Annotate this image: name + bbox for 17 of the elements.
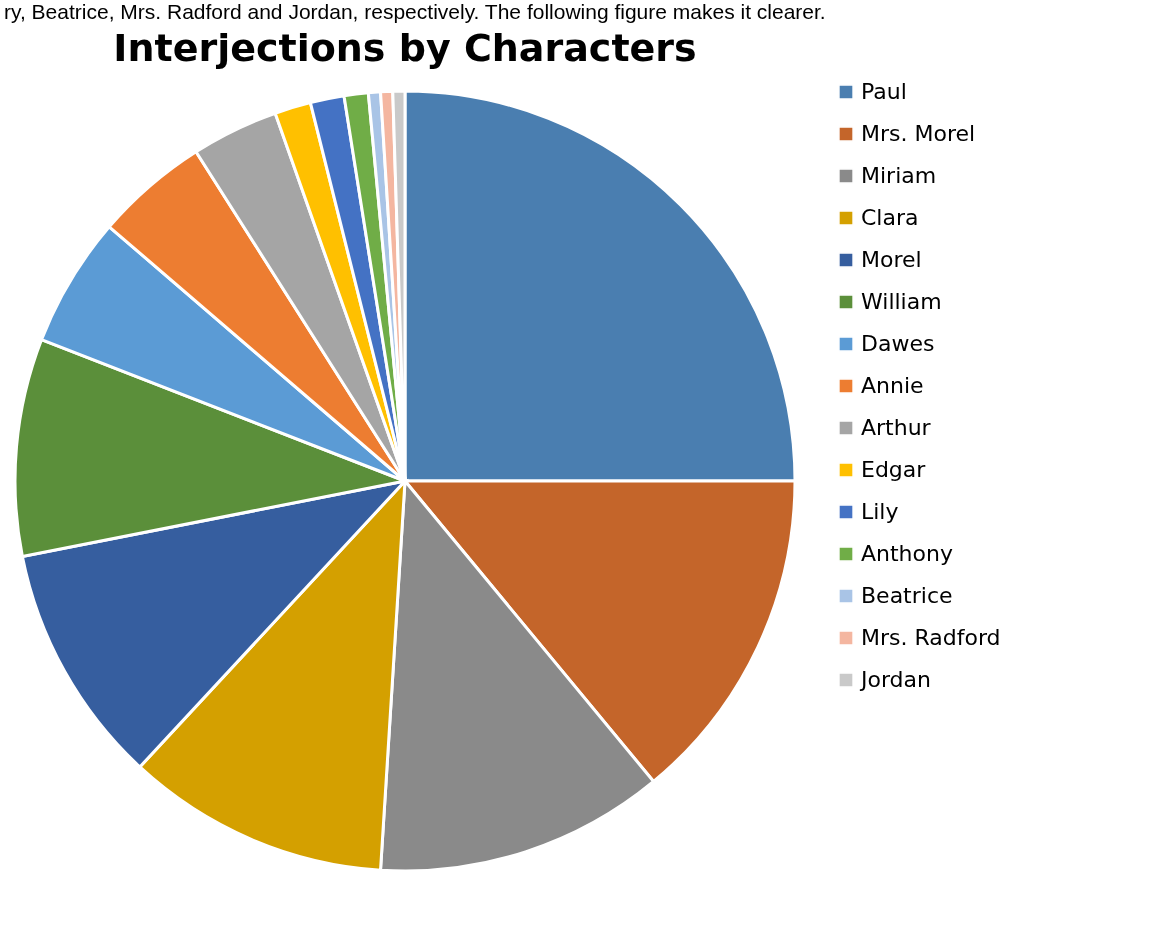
legend-label: Dawes (861, 331, 935, 356)
legend-label: Miriam (861, 163, 937, 188)
legend-label: William (861, 289, 942, 314)
legend-label: Mrs. Morel (861, 121, 976, 146)
legend-label: Paul (861, 79, 907, 104)
legend-label: Jordan (859, 667, 931, 692)
legend-label: Mrs. Radford (861, 625, 1001, 650)
legend-label: Lily (861, 499, 899, 524)
chart-title: Interjections by Characters (113, 26, 697, 70)
legend-label: Annie (861, 373, 924, 398)
text: ry, Beatrice, Mrs. Radford and Jordan, respectively. The following figure makes it clearer. (3, 0, 827, 25)
legend-label: Morel (861, 247, 922, 272)
legend-label: Clara (861, 205, 919, 230)
legend-label: Beatrice (861, 583, 953, 608)
legend-label: Anthony (861, 541, 953, 566)
legend-label: Arthur (861, 415, 932, 440)
legend-label: Edgar (861, 457, 927, 482)
